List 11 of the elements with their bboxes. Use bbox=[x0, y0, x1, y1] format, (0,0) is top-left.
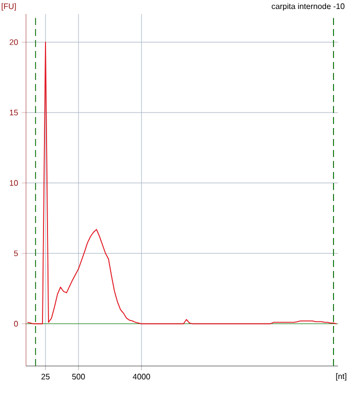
x-tick-label: 4000 bbox=[132, 374, 150, 380]
y-tick-label: 15 bbox=[10, 110, 18, 116]
y-tick-label: 10 bbox=[10, 180, 18, 186]
y-tick-label: 0 bbox=[14, 320, 18, 327]
x-axis-title: [nt] bbox=[336, 373, 346, 381]
y-axis-title: [FU] bbox=[2, 3, 16, 11]
y-tick-label: 20 bbox=[10, 39, 18, 45]
chart-title: carpita internode -10 bbox=[272, 3, 344, 11]
y-tick-label: 5 bbox=[14, 250, 18, 256]
x-tick-label: 25 bbox=[41, 374, 50, 380]
x-tick-label: 500 bbox=[72, 374, 85, 380]
